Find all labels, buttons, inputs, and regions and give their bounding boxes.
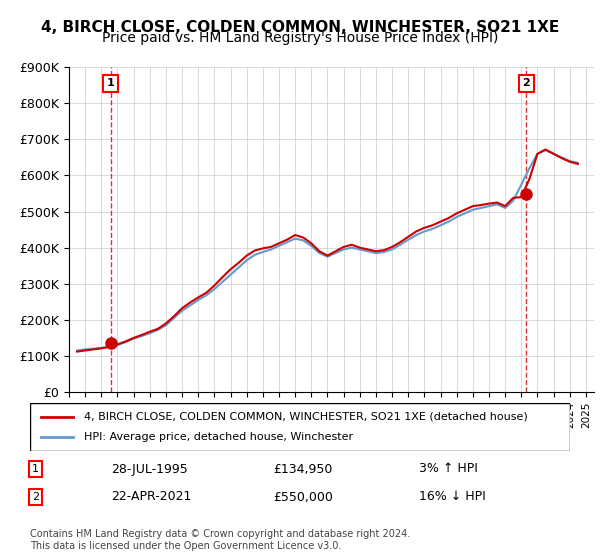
Text: 28-JUL-1995: 28-JUL-1995 <box>111 463 188 475</box>
Text: 22-APR-2021: 22-APR-2021 <box>111 491 191 503</box>
Text: HPI: Average price, detached house, Winchester: HPI: Average price, detached house, Winc… <box>84 432 353 442</box>
Text: 2: 2 <box>523 78 530 88</box>
Text: 1: 1 <box>32 464 39 474</box>
Text: Contains HM Land Registry data © Crown copyright and database right 2024.
This d: Contains HM Land Registry data © Crown c… <box>30 529 410 551</box>
Text: 4, BIRCH CLOSE, COLDEN COMMON, WINCHESTER, SO21 1XE (detached house): 4, BIRCH CLOSE, COLDEN COMMON, WINCHESTE… <box>84 412 528 422</box>
Text: 3% ↑ HPI: 3% ↑ HPI <box>419 463 478 475</box>
FancyBboxPatch shape <box>30 403 570 451</box>
Text: Price paid vs. HM Land Registry's House Price Index (HPI): Price paid vs. HM Land Registry's House … <box>102 31 498 45</box>
Text: 2: 2 <box>32 492 39 502</box>
Text: 4, BIRCH CLOSE, COLDEN COMMON, WINCHESTER, SO21 1XE: 4, BIRCH CLOSE, COLDEN COMMON, WINCHESTE… <box>41 20 559 35</box>
Text: £134,950: £134,950 <box>273 463 332 475</box>
Text: 1: 1 <box>107 78 115 88</box>
Text: 16% ↓ HPI: 16% ↓ HPI <box>419 491 485 503</box>
Text: £550,000: £550,000 <box>273 491 333 503</box>
